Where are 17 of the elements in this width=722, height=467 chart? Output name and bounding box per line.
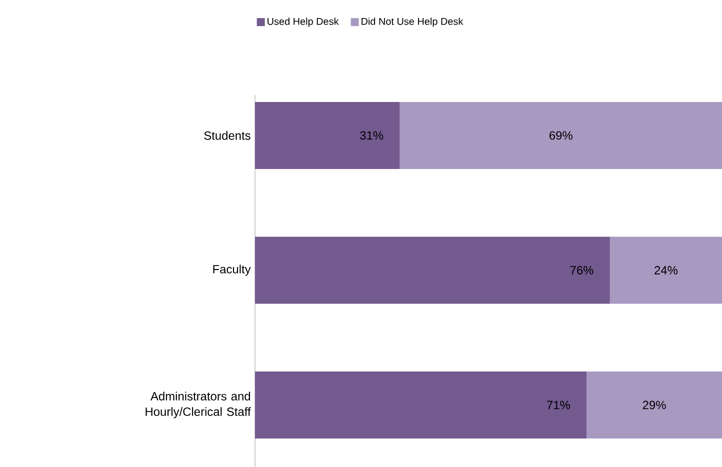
data-label: 71%: [547, 400, 570, 410]
data-label: 31%: [360, 131, 384, 140]
data-label: 29%: [642, 400, 666, 410]
data-label: 24%: [654, 266, 678, 274]
data-label: 76%: [570, 266, 594, 274]
bar: [610, 236, 722, 304]
y-tick-label: Administrators and Hourly/Clerical Staff: [146, 392, 251, 418]
legend-label: Used Help Desk: [268, 18, 339, 27]
y-tick-label: Students: [204, 131, 250, 140]
legend-label: Did Not Use Help Desk: [362, 18, 464, 27]
bar: [586, 372, 722, 439]
data-label: 69%: [550, 131, 572, 140]
bar: [255, 372, 587, 439]
bar: [255, 236, 610, 304]
bar: [400, 102, 722, 169]
y-tick-label: Faculty: [213, 264, 251, 276]
bar: [255, 102, 400, 169]
